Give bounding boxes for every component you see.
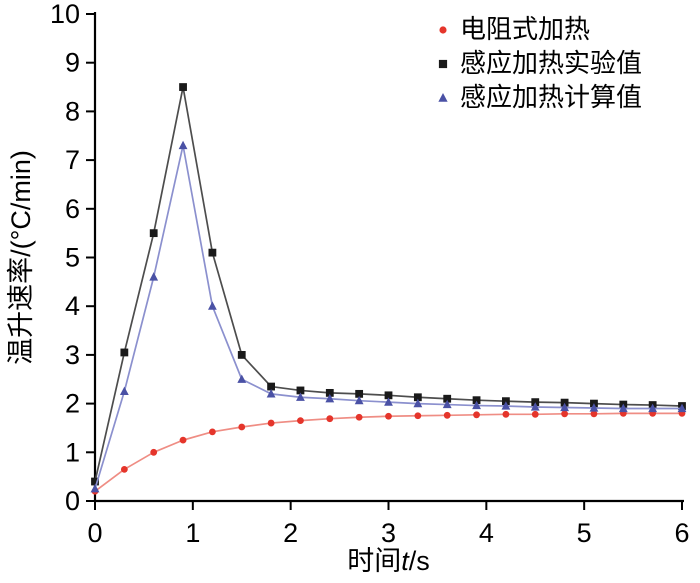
marker-circle [414, 412, 422, 420]
marker-circle [502, 410, 510, 418]
marker-circle [355, 413, 363, 421]
marker-triangle [237, 374, 247, 383]
marker-square [149, 229, 158, 238]
marker-square [237, 351, 246, 359]
marker-triangle [296, 392, 305, 401]
marker-square [325, 388, 334, 397]
marker-triangle [354, 395, 364, 405]
marker-circle [473, 411, 480, 419]
y-axis-title: 温升速率/(°C/min) [6, 150, 36, 365]
marker-square [502, 397, 510, 406]
marker-circle [179, 436, 187, 444]
legend-label-resistance-heating: 电阻式加热 [460, 14, 590, 44]
marker-square [560, 398, 569, 407]
marker-square [384, 391, 393, 400]
marker-circle [561, 410, 568, 418]
marker-square [267, 382, 275, 391]
marker-square [208, 248, 217, 257]
legend-label-induction-heating-experimental: 感应加热实验值 [460, 48, 642, 78]
marker-triangle [530, 402, 540, 411]
marker-triangle [442, 399, 452, 409]
y-tick-label: 3 [65, 340, 80, 370]
marker-triangle [677, 403, 687, 413]
y-tick-label: 1 [65, 437, 80, 467]
marker-square [472, 396, 481, 405]
marker-circle [267, 419, 275, 427]
marker-triangle [501, 401, 511, 410]
y-tick-label: 6 [65, 194, 80, 224]
y-tick-label: 5 [65, 243, 80, 273]
x-tick-label: 5 [577, 518, 592, 548]
marker-triangle [90, 484, 100, 493]
y-tick-label: 2 [65, 389, 80, 419]
marker-triangle [384, 397, 393, 406]
x-tick-label: 6 [674, 518, 689, 548]
marker-circle [385, 412, 392, 420]
marker-square [179, 83, 187, 91]
marker-square [531, 398, 540, 407]
x-tick-label: 1 [185, 518, 200, 548]
y-tick-label: 4 [65, 291, 80, 321]
x-axis-title: 时间t/s [347, 546, 430, 576]
x-tick-label: 2 [283, 518, 298, 548]
marker-circle [150, 448, 158, 456]
marker-circle [531, 410, 539, 418]
marker-triangle [438, 92, 448, 102]
marker-triangle [208, 301, 217, 310]
marker-triangle [648, 403, 658, 413]
marker-square [443, 394, 452, 403]
marker-circle [439, 26, 447, 34]
y-tick-label: 9 [65, 48, 80, 78]
marker-circle [590, 410, 598, 418]
marker-triangle [178, 140, 188, 150]
x-tick-label: 0 [87, 518, 102, 548]
marker-triangle [618, 403, 628, 413]
y-tick-label: 7 [65, 145, 80, 175]
marker-triangle [119, 386, 129, 396]
marker-square [120, 348, 129, 357]
marker-triangle [149, 272, 159, 281]
marker-circle [443, 411, 451, 419]
marker-circle [297, 417, 304, 425]
marker-circle [326, 415, 334, 423]
y-tick-label: 10 [50, 0, 80, 29]
y-tick-label: 0 [65, 486, 80, 516]
marker-triangle [560, 402, 569, 412]
marker-square [355, 389, 364, 398]
x-tick-label: 4 [479, 518, 494, 548]
legend-label-induction-heating-calculated: 感应加热计算值 [460, 82, 642, 112]
marker-circle [238, 423, 246, 431]
y-tick-label: 8 [65, 96, 80, 126]
x-tick-label: 3 [381, 518, 396, 548]
marker-triangle [589, 403, 599, 412]
marker-triangle [413, 398, 423, 408]
marker-circle [209, 428, 216, 436]
marker-triangle [472, 400, 481, 410]
marker-square [438, 59, 448, 69]
marker-circle [120, 465, 128, 473]
marker-square [413, 393, 422, 402]
marker-triangle [266, 389, 276, 398]
marker-square [91, 477, 99, 486]
series-line-resistance-heating [94, 412, 682, 492]
marker-triangle [325, 393, 335, 403]
marker-square [296, 386, 305, 395]
